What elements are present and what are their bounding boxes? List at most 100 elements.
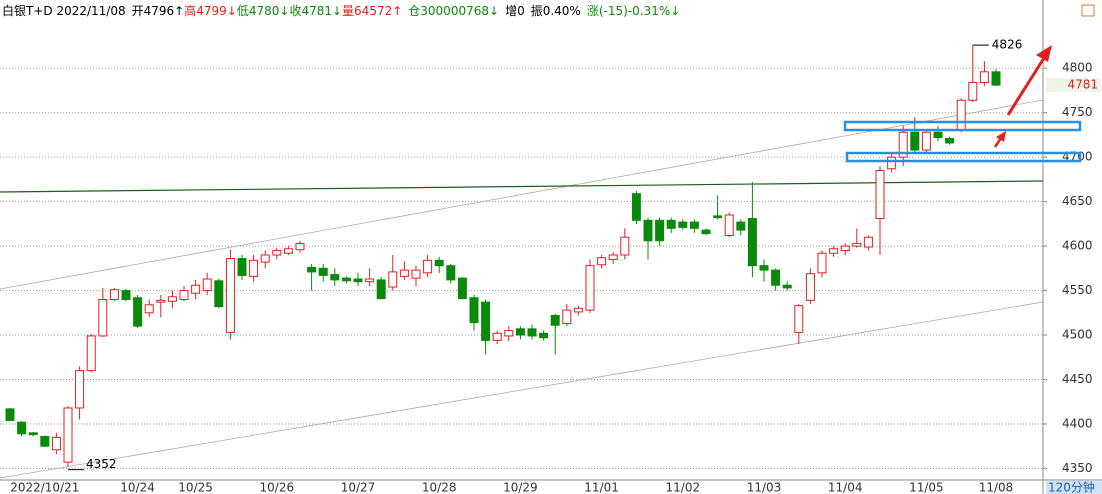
candle-body [713,215,723,219]
x-tick-label: 2022/10/21 [10,481,79,494]
candle-body [921,131,931,151]
candle-body [747,218,757,267]
candle-body [782,284,792,289]
x-tick-label: 11/08 [979,481,1014,494]
candle-body [573,307,583,313]
candle-body [945,138,955,144]
candles [5,45,1001,467]
last-price-box [1046,78,1100,93]
title-part: 高4799↓ [184,3,237,18]
title: 白银T+D 2022/11/08 开4796↑高4799↓低4780↓收4781↓… [2,3,680,18]
candle-body [759,265,769,271]
candle-body [376,279,386,300]
candle-body [620,236,630,256]
candle-body [492,332,502,341]
candle-body [40,435,50,447]
x-tick-label: 11/02 [666,481,701,494]
arrow [993,131,1006,148]
y-tick-label: 4650 [1062,194,1093,208]
x-tick-label: 10/25 [178,481,213,494]
x-tick-label: 11/04 [828,481,863,494]
candle-body [678,221,688,228]
candle-body [191,284,201,294]
period-label[interactable]: 120分钟 [1048,480,1095,494]
candle-body [887,156,897,170]
candle-body [399,269,409,277]
candle-body [179,290,189,300]
title-part: 振0.40% [531,4,581,18]
title-bar: 白银T+D 2022/11/08 开4796↑高4799↓低4780↓收4781↓… [2,3,680,18]
y-tick-label: 4550 [1062,283,1093,297]
candle-body [910,131,920,151]
candle-body [817,252,827,274]
title-part: 涨(-15)-0.31%↓ [587,3,680,18]
candle-body [689,221,699,229]
candle-body [840,245,850,252]
candle-body [249,259,259,277]
candle-body [771,269,781,286]
x-tick-label: 10/27 [341,481,376,494]
x-tick-label: 11/05 [909,481,944,494]
candle-body [283,248,293,254]
candle-body [805,273,815,301]
candle-body [133,297,143,327]
candle-body [794,305,804,333]
candle-body [933,131,943,139]
candle-body [109,289,119,300]
x-tick-label: 11/03 [747,481,782,494]
candle-body [411,269,421,279]
y-tick-label: 4400 [1062,416,1093,430]
resistance-line [0,180,1044,193]
title-part: 量64572↑ [342,4,402,18]
candle-body [434,259,444,267]
title-part: 白银T+D 2022/11/08 [2,3,126,18]
candle-body [365,278,375,283]
candle-body [28,432,38,436]
window-icon[interactable] [1081,4,1095,17]
title-part: 低4780↓ [237,4,290,18]
x-tick-label: 11/01 [584,481,619,494]
y-tick-label: 4450 [1062,372,1093,386]
candle-body [167,296,177,302]
candle-body [481,301,491,341]
candle-body [585,265,595,311]
x-tick-label: 10/28 [422,481,457,494]
candle-body [202,278,212,292]
x-tick-label: 10/29 [503,481,538,494]
high-label: 4826 [992,38,1023,52]
candle-body [17,421,27,435]
candle-body [504,330,514,337]
title-part: 收4781↓ [289,4,342,18]
candle-body [643,219,653,242]
y-tick-label: 4600 [1062,239,1093,253]
candle-body [318,267,328,276]
candle-body [539,332,549,339]
candle-body [225,258,235,333]
period-box[interactable] [1046,481,1102,494]
candle-body [608,254,618,260]
candle-body [156,299,166,303]
y-tick-label: 4800 [1062,61,1093,75]
arrow [1006,45,1052,116]
low-label: 4352 [86,457,117,471]
highlight-box [843,120,1082,132]
upper-channel-line [0,99,1044,290]
candle-body [829,248,839,254]
candle-body [527,328,537,337]
candle-body [295,242,305,251]
candle-body [272,250,282,256]
candle-body [631,193,641,221]
last-price-label: 4781 [1067,78,1098,92]
title-part: 仓300000768↓ [408,4,499,18]
candle-body [956,99,966,131]
y-tick-label: 4750 [1062,105,1093,119]
candle-body [655,219,665,242]
candle-body [260,254,270,263]
candle-body [86,335,96,372]
candle-body [423,259,433,274]
x-tick-label: 10/24 [120,481,155,494]
highlight-box [845,151,1082,163]
